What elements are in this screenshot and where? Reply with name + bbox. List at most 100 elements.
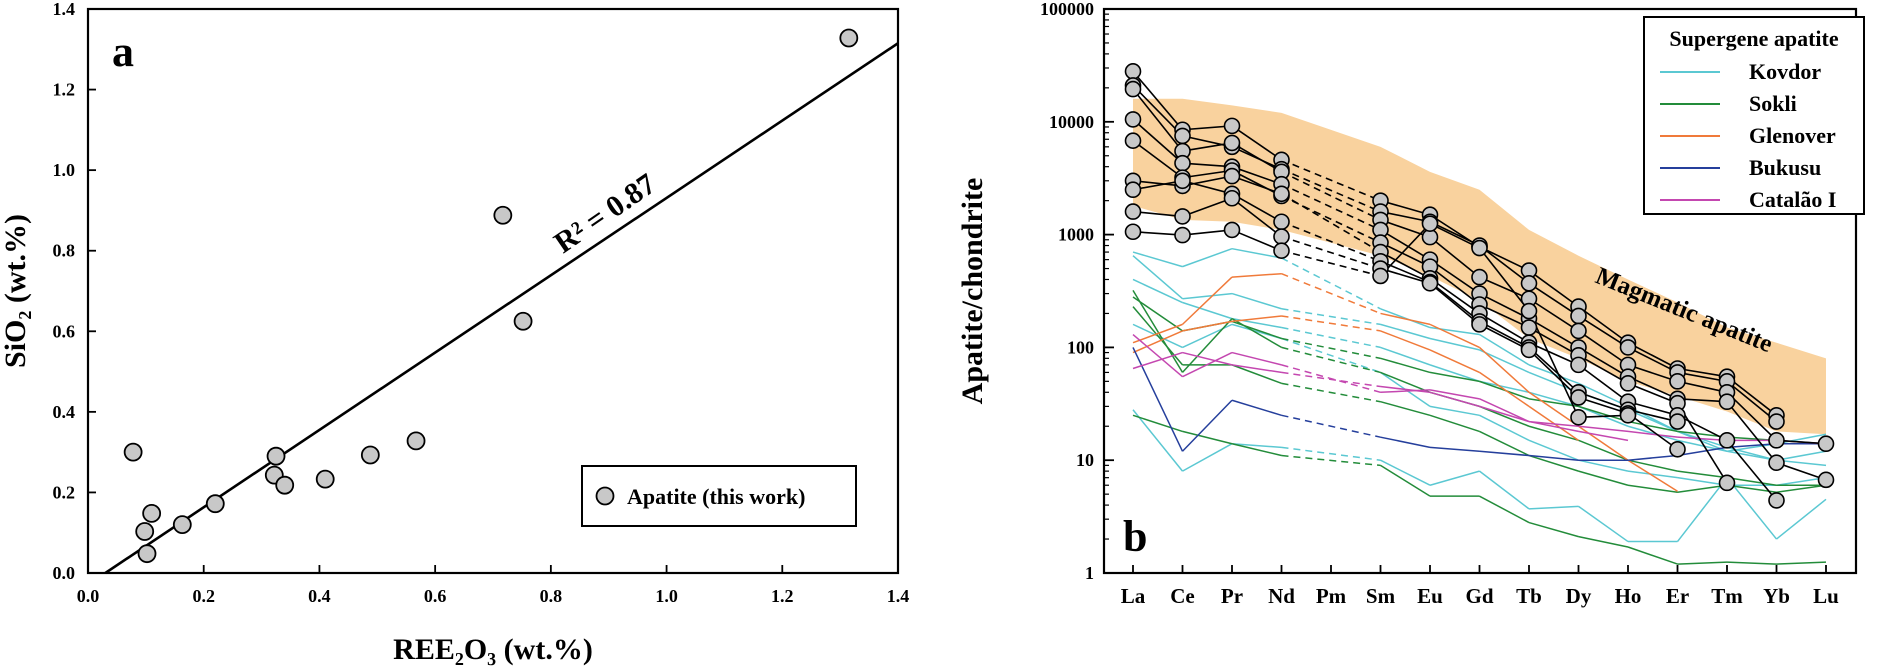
sokli-pattern-segment — [1627, 546, 1678, 565]
kovdor-pattern-segment — [1528, 439, 1579, 461]
apatite-point — [493, 205, 513, 225]
panel-a-label: a — [112, 27, 134, 76]
sokli-pattern-segment — [1528, 521, 1579, 538]
sokli-pattern-segment — [1380, 357, 1431, 374]
apatite-pattern-point — [1570, 307, 1587, 325]
apatite-pattern-segment — [1231, 125, 1282, 161]
kovdor-pattern-segment — [1578, 459, 1629, 472]
apatite-point — [137, 544, 157, 564]
sokli-pattern-segment — [1132, 414, 1183, 433]
apatite-pattern-segment — [1132, 140, 1183, 179]
apatite-pattern-point — [1619, 375, 1637, 392]
apatite-point — [839, 28, 859, 48]
panel-a-legend: Apatite (this work) — [581, 465, 857, 527]
apatite-point — [275, 475, 295, 495]
apatite-pattern-segment — [1627, 382, 1678, 404]
kovdor-pattern-segment — [1776, 433, 1827, 445]
sokli-pattern-segment — [1479, 495, 1530, 524]
sokli-pattern-segment — [1429, 414, 1480, 433]
kovdor-pattern-segment — [1231, 247, 1282, 259]
apatite-pattern-point — [1124, 203, 1142, 220]
x-tick-label: 1.2 — [771, 586, 794, 606]
bukusu-pattern-segment — [1726, 442, 1777, 449]
catal-o-i-pattern-segment — [1132, 333, 1183, 378]
x-tick-label: 0.0 — [77, 586, 100, 606]
bukusu-pattern-segment — [1479, 450, 1530, 457]
apatite-pattern-segment — [1132, 84, 1184, 137]
x-tick-label: Ho — [1615, 584, 1642, 608]
x-tick-label: Tm — [1711, 584, 1743, 608]
kovdor-pattern-segment — [1231, 442, 1282, 449]
apatite-pattern-point — [1124, 80, 1142, 98]
apatite-point — [142, 503, 162, 523]
apatite-pattern-segment — [1578, 396, 1629, 415]
sokli-pattern-segment — [1726, 561, 1777, 565]
kovdor-pattern-segment — [1429, 364, 1480, 383]
glenover-pattern-segment — [1132, 330, 1183, 354]
glenover-pattern-segment — [1479, 371, 1530, 407]
x-tick-label: 0.8 — [540, 586, 563, 606]
catal-o-i-pattern-segment — [1627, 430, 1678, 438]
x-tick-label: La — [1121, 584, 1146, 608]
y-tick-label: 0.0 — [53, 563, 76, 583]
legend-items: Kovdor Sokli Glenover Bukusu Catalão I — [1660, 59, 1836, 212]
glenover-pattern-segment — [1231, 272, 1282, 278]
kovdor-pattern-segment — [1132, 278, 1183, 304]
x-tick-label: Gd — [1465, 584, 1493, 608]
kovdor-pattern-segment — [1677, 476, 1728, 486]
kovdor-pattern-segment — [1776, 498, 1827, 540]
apatite-pattern-point — [1768, 413, 1785, 430]
legend-label-apatite: Apatite (this work) — [627, 484, 805, 509]
sokli-pattern-segment — [1578, 470, 1629, 486]
apatite-pattern-point — [1174, 127, 1191, 145]
glenover-pattern-segment — [1281, 315, 1381, 332]
apatite-pattern-segment — [1281, 171, 1381, 221]
apatite-point — [205, 494, 225, 514]
apatite-pattern-segment — [1726, 376, 1777, 416]
apatite-pattern-point — [1520, 319, 1538, 336]
sokli-pattern-segment — [1281, 346, 1381, 374]
x-tick-label: 1.0 — [655, 586, 678, 606]
apatite-pattern-segment — [1182, 197, 1233, 218]
legend-label-bukusu: Bukusu — [1749, 155, 1821, 180]
apatite-pattern-segment — [1231, 175, 1282, 195]
sokli-pattern-segment — [1528, 425, 1579, 442]
apatite-pattern-segment — [1528, 310, 1580, 418]
kovdor-pattern-segment — [1132, 251, 1183, 268]
y-tick-label: 1.2 — [53, 80, 76, 100]
glenover-pattern-segment — [1132, 323, 1183, 344]
apatite-pattern-segment — [1578, 364, 1629, 403]
apatite-pattern-segment — [1281, 159, 1381, 202]
sokli-pattern-segment — [1726, 476, 1777, 486]
apatite-pattern-point — [1223, 221, 1241, 239]
sokli-pattern-segment — [1182, 430, 1233, 445]
kovdor-pattern-segment — [1281, 257, 1381, 310]
glenover-pattern-segment — [1380, 330, 1431, 351]
sokli-pattern-segment — [1231, 320, 1282, 340]
kovdor-pattern-segment — [1578, 505, 1629, 543]
apatite-pattern-segment — [1479, 312, 1530, 344]
legend-label-catal-o-i: Catalão I — [1749, 187, 1836, 212]
ree-pattern-points — [1124, 63, 1835, 509]
sokli-pattern-segment — [1627, 420, 1678, 433]
apatite-pattern-segment — [1676, 402, 1728, 484]
catal-o-i-pattern-segment — [1578, 430, 1629, 442]
panel-a-y-axis-label: SiO₂ (wt.%) — [0, 214, 32, 368]
apatite-pattern-segment — [1578, 354, 1629, 385]
panel-a-x-axis-label: REE₂O₃ (wt.%) — [393, 633, 593, 666]
apatite-pattern-segment — [1429, 221, 1480, 247]
apatite-pattern-segment — [1528, 298, 1579, 332]
apatite-pattern-point — [1372, 267, 1389, 285]
apatite-pattern-point — [1669, 440, 1686, 458]
bukusu-pattern-segment — [1281, 414, 1381, 438]
x-tick-label: Yb — [1763, 584, 1790, 608]
panel-b-legend-box — [1643, 16, 1865, 215]
kovdor-pattern-segment — [1776, 459, 1827, 467]
apatite-pattern-segment — [1478, 247, 1530, 312]
apatite-pattern-segment — [1380, 241, 1431, 268]
x-tick-label: Lu — [1813, 584, 1839, 608]
catal-o-i-pattern-segment — [1182, 351, 1233, 366]
sokli-pattern-segment — [1380, 400, 1431, 417]
panel-b-ree-pattern: La Ce Pr Nd Pm Sm Eu Gd Tb Dy Ho Er Tm Yb Lu 1 10 100 100… — [956, 0, 1865, 608]
kovdor-pattern-segment — [1479, 333, 1530, 366]
